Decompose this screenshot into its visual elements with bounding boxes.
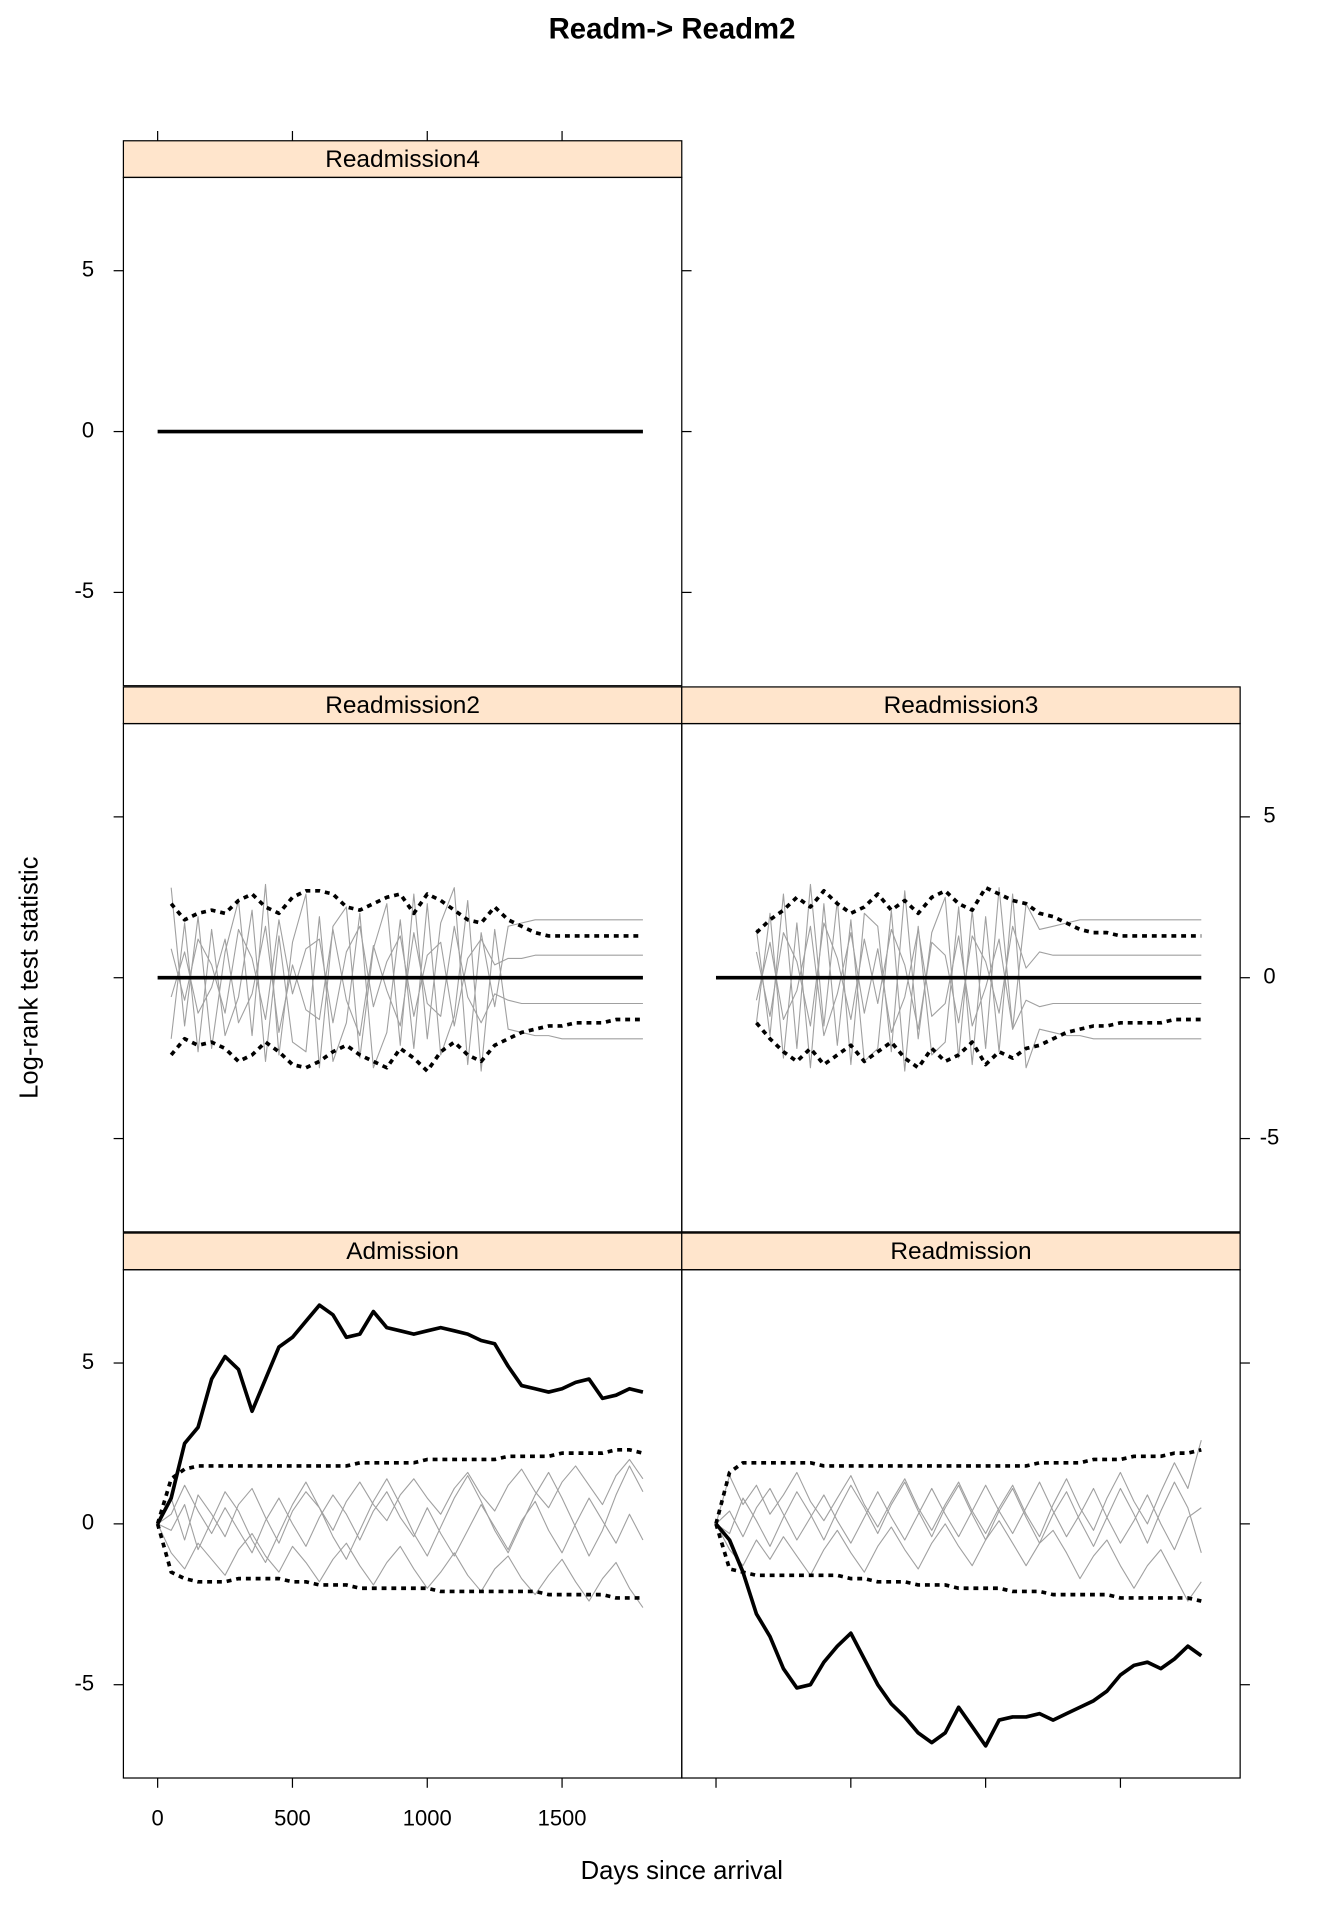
series-line <box>157 1484 644 1557</box>
series-line <box>169 889 643 938</box>
strip-label: Readmission4 <box>325 146 480 173</box>
strip-label: Admission <box>346 1238 459 1265</box>
series-line <box>715 1481 1202 1551</box>
series-line <box>157 1523 644 1608</box>
y-tick-label: 5 <box>82 257 94 282</box>
series-line <box>157 1458 644 1544</box>
strip-label: Readmission2 <box>325 692 480 719</box>
series-line <box>170 925 643 1037</box>
x-axis-label: Days since arrival <box>581 1857 783 1885</box>
x-tick-label: 1000 <box>403 1805 452 1830</box>
series-line <box>755 885 1202 938</box>
series-line <box>155 1303 644 1525</box>
series-line <box>157 1465 644 1564</box>
series-line <box>714 1522 1203 1748</box>
series-line <box>155 1447 644 1525</box>
x-tick-label: 1500 <box>538 1805 587 1830</box>
y-tick-label: 5 <box>82 1349 94 1374</box>
series-line <box>755 893 1202 1072</box>
series-line <box>714 1448 1202 1525</box>
series-line <box>714 1523 1202 1603</box>
y-tick-label: 0 <box>1263 964 1275 989</box>
series-line <box>715 1481 1202 1553</box>
y-tick-label: -5 <box>75 1671 95 1696</box>
y-tick-label: 0 <box>82 417 94 442</box>
strip <box>681 686 1241 725</box>
series-line <box>715 1440 1202 1538</box>
series-line <box>755 922 1202 1030</box>
strip <box>681 1232 1241 1271</box>
y-tick-label: -5 <box>75 578 95 603</box>
x-tick-label: 0 <box>152 1805 164 1830</box>
strip <box>122 1232 683 1271</box>
strip-label: Readmission <box>890 1238 1031 1265</box>
series-line <box>169 1017 643 1073</box>
panel <box>122 1269 683 1779</box>
series-line <box>715 1520 1202 1602</box>
series-line <box>170 899 643 1072</box>
chart-title: Readm-> Readm2 <box>549 13 796 46</box>
x-tick-label: 500 <box>274 1805 311 1830</box>
series-line <box>755 925 1202 1037</box>
series-line <box>170 883 643 1069</box>
y-tick-label: 5 <box>1263 803 1275 828</box>
y-axis-label: Log-rank test statistic <box>15 856 43 1098</box>
strip-label: Readmission3 <box>884 692 1039 719</box>
series-line <box>155 1523 643 1600</box>
y-tick-label: 0 <box>82 1510 94 1535</box>
panel <box>681 1269 1241 1779</box>
strip <box>122 140 683 179</box>
y-tick-label: -5 <box>1260 1124 1280 1149</box>
